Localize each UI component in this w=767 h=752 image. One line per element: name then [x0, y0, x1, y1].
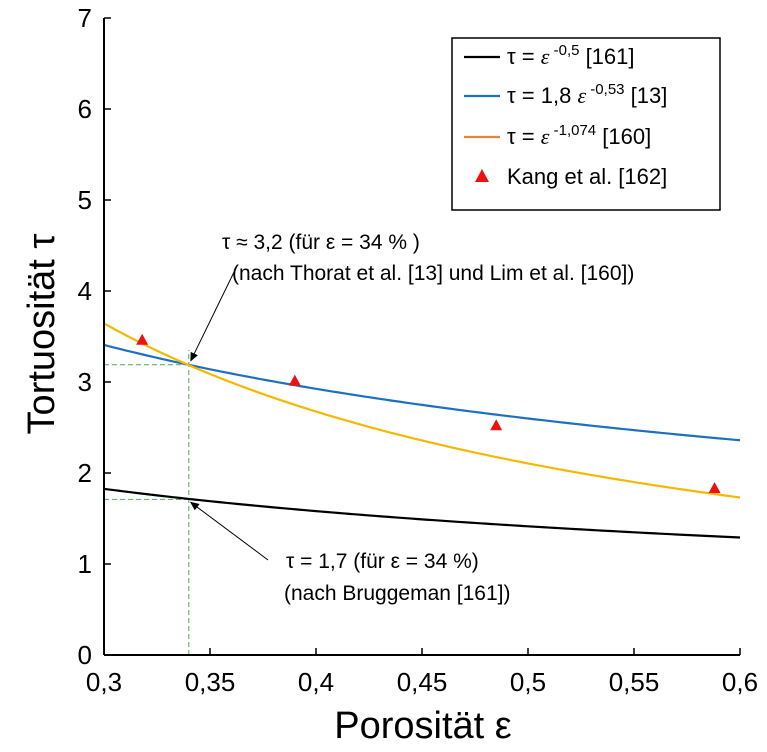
annotation-arrow-0: [190, 267, 237, 362]
kang-data-point-3: [708, 482, 721, 494]
legend-box: [451, 37, 721, 211]
y-axis-title: Tortuosität τ: [21, 234, 63, 435]
annotation-1-line1: τ = 1,7 (für ε = 34 %): [286, 550, 479, 573]
x-tick-label-4: 0,5: [510, 667, 546, 697]
x-tick-label-1: 0,35: [185, 667, 236, 697]
x-axis-title: Porosität ε: [334, 705, 512, 747]
x-tick-label-6: 0,6: [722, 667, 758, 697]
x-tick-label-2: 0,4: [298, 667, 334, 697]
y-tick-label-6: 6: [78, 94, 92, 124]
kang-data-point-1: [288, 374, 301, 386]
y-tick-label-3: 3: [78, 367, 92, 397]
x-tick-label-3: 0,45: [397, 667, 448, 697]
legend-label-3: Kang et al. [162]: [507, 164, 667, 189]
annotations: τ ≈ 3,2 (für ε = 34 % ) (nach Thorat et a…: [189, 231, 634, 605]
y-tick-label-0: 0: [78, 640, 92, 670]
annotation-1-line2: (nach Bruggeman [161]): [284, 582, 510, 605]
y-tick-label-2: 2: [78, 458, 92, 488]
y-tick-label-5: 5: [78, 185, 92, 215]
y-tick-label-4: 4: [78, 276, 92, 306]
legend: τ = ε -0,5 [161] τ = 1,8 ε -0,53 [13] τ = …: [451, 37, 721, 211]
kang-data-point-2: [490, 419, 503, 431]
y-tick-label-7: 7: [78, 3, 92, 33]
y-tick-label-1: 1: [78, 549, 92, 579]
x-tick-label-5: 0,55: [609, 667, 660, 697]
annotation-0-line2: (nach Thorat et al. [13] und Lim et al. …: [232, 262, 634, 285]
plot-area: 0,3 0,35 0,4 0,45 0,5 0,55 0,6 0 1 2 3 4 5 6 7: [78, 3, 759, 697]
series-line-1: [103, 343, 741, 442]
legend-label-0: τ = ε -0,5 [161]: [507, 42, 635, 69]
x-tick-label-0: 0,3: [86, 667, 122, 697]
kang-data-point-0: [136, 333, 149, 345]
annotation-0-line1: τ ≈ 3,2 (für ε = 34 % ): [222, 231, 420, 254]
legend-label-2: τ = ε -1,074 [160]: [507, 122, 651, 149]
legend-label-1: τ = 1,8 ε -0,53 [13]: [507, 81, 667, 108]
annotation-arrow-1: [189, 501, 269, 561]
series-line-0: [103, 487, 741, 539]
series-line-2: [103, 322, 741, 499]
legend-swatch-3: [475, 169, 489, 182]
